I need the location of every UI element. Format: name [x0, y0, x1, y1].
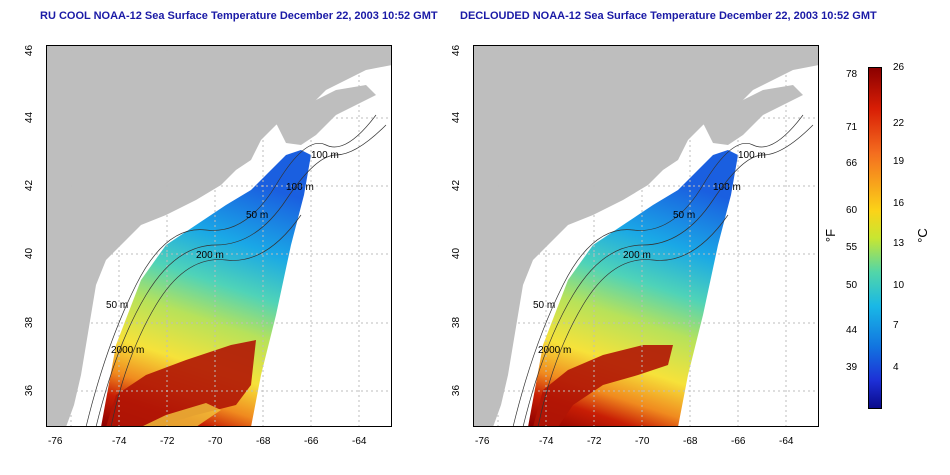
celsius-tick: 10: [893, 280, 905, 291]
contour-label: 200 m: [623, 250, 651, 261]
x-tick: -76: [48, 436, 63, 447]
right-map-panel: -76 -74 -72 -70 -68 -66 -64 46 44 42 40 …: [451, 45, 819, 447]
fahrenheit-tick: 78: [846, 69, 858, 80]
contour-label: 50 m: [673, 210, 696, 221]
y-tick: 40: [24, 247, 36, 260]
y-tick: 42: [451, 179, 463, 192]
land-mass: [46, 45, 392, 427]
y-tick: 38: [24, 316, 36, 329]
x-tick: -64: [779, 436, 794, 447]
fahrenheit-tick: 39: [846, 362, 858, 373]
fahrenheit-unit-label: °F: [823, 228, 839, 243]
y-tick: 40: [451, 247, 463, 260]
celsius-tick: 19: [893, 156, 905, 167]
contour-label: 50 m: [106, 300, 129, 311]
contour-label: 100 m: [286, 182, 314, 193]
x-tick: -72: [587, 436, 602, 447]
x-tick: -68: [256, 436, 271, 447]
celsius-tick: 13: [893, 238, 905, 249]
x-tick: -72: [160, 436, 175, 447]
x-tick: -64: [352, 436, 367, 447]
temperature-colorbar: [868, 67, 882, 409]
left-map-svg: [46, 45, 392, 427]
land-mass: [473, 45, 819, 427]
x-tick: -74: [112, 436, 127, 447]
contour-label: 100 m: [311, 150, 339, 161]
contour-label: 200 m: [196, 250, 224, 261]
y-tick: 44: [451, 111, 463, 124]
fahrenheit-tick: 50: [846, 280, 858, 291]
right-map-svg: [473, 45, 819, 427]
fahrenheit-tick: 60: [846, 205, 858, 216]
fahrenheit-tick: 66: [846, 158, 858, 169]
fahrenheit-tick: 55: [846, 242, 858, 253]
celsius-tick: 26: [893, 62, 905, 73]
y-tick: 42: [24, 179, 36, 192]
celsius-tick: 7: [893, 320, 899, 331]
fahrenheit-tick: 44: [846, 325, 858, 336]
x-tick: -66: [731, 436, 746, 447]
x-tick: -70: [635, 436, 650, 447]
celsius-tick: 22: [893, 118, 905, 129]
y-tick: 36: [451, 384, 463, 397]
fahrenheit-tick: 71: [846, 122, 858, 133]
right-map-title: DECLOUDED NOAA-12 Sea Surface Temperatur…: [460, 10, 877, 22]
sst-swath: [528, 150, 738, 427]
y-tick: 46: [24, 44, 36, 57]
left-map-title: RU COOL NOAA-12 Sea Surface Temperature …: [40, 10, 438, 22]
contour-label: 2000 m: [111, 345, 145, 356]
y-tick: 38: [451, 316, 463, 329]
x-tick: -66: [304, 436, 319, 447]
sst-swath: [101, 150, 311, 427]
left-map-panel: -76 -74 -72 -70 -68 -66 -64 46 44 42 40 …: [24, 45, 392, 447]
celsius-tick: 16: [893, 198, 905, 209]
y-tick: 44: [24, 111, 36, 124]
x-tick: -74: [539, 436, 554, 447]
contour-label: 50 m: [246, 210, 269, 221]
contour-label: 100 m: [738, 150, 766, 161]
celsius-tick: 4: [893, 362, 899, 373]
contour-label: 50 m: [533, 300, 556, 311]
x-tick: -70: [208, 436, 223, 447]
y-tick: 36: [24, 384, 36, 397]
y-tick: 46: [451, 44, 463, 57]
x-tick: -68: [683, 436, 698, 447]
x-tick: -76: [475, 436, 490, 447]
celsius-unit-label: °C: [914, 228, 930, 243]
contour-label: 2000 m: [538, 345, 572, 356]
contour-label: 100 m: [713, 182, 741, 193]
